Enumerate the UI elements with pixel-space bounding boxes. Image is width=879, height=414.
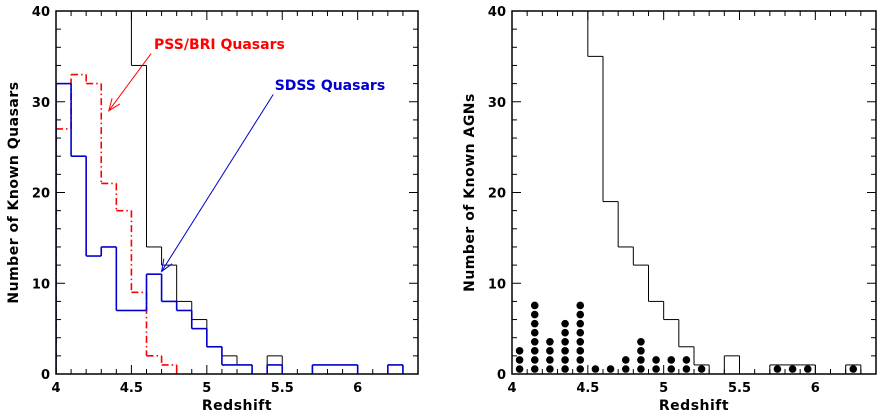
agn-dot bbox=[546, 365, 554, 373]
y-axis-title: Number of Known Quasars bbox=[6, 81, 22, 303]
annotation-arrow-pss bbox=[108, 53, 152, 112]
agn-dot bbox=[546, 337, 554, 346]
agn-dot bbox=[546, 347, 554, 355]
agn-dot bbox=[561, 319, 569, 328]
agn-dot bbox=[576, 310, 585, 319]
agn-dot bbox=[530, 310, 539, 319]
agn-dot bbox=[591, 365, 600, 373]
agn-dot bbox=[637, 347, 645, 355]
y-tick-label: 40 bbox=[32, 5, 50, 20]
agn-dot bbox=[576, 365, 585, 373]
agn-dot bbox=[530, 365, 539, 373]
plot-frame bbox=[511, 10, 877, 375]
x-tick-label: 4 bbox=[507, 381, 516, 396]
agn-dot bbox=[546, 356, 554, 364]
series-group bbox=[512, 11, 862, 374]
agn-dot bbox=[803, 365, 812, 373]
y-tick-label: 40 bbox=[488, 5, 506, 20]
agn-dot bbox=[849, 365, 858, 373]
x-tick-label: 4 bbox=[51, 381, 60, 396]
series-group bbox=[56, 11, 404, 374]
agn-dot bbox=[515, 365, 524, 373]
annotation-arrowhead-pss bbox=[107, 98, 121, 112]
agn-dot bbox=[530, 301, 539, 310]
agn-dot bbox=[530, 337, 539, 346]
agn-dot bbox=[561, 356, 569, 364]
agn-dot bbox=[561, 328, 569, 337]
x-tick-label: 4.5 bbox=[576, 381, 599, 396]
agn-dot bbox=[530, 319, 539, 328]
annotation-arrowhead-sdss bbox=[160, 258, 173, 273]
annotation-arrow-sdss bbox=[161, 94, 274, 272]
y-tick-label: 10 bbox=[488, 277, 506, 292]
agn-dot bbox=[576, 337, 585, 346]
agn-dot bbox=[606, 365, 615, 373]
agn-dot bbox=[637, 365, 645, 373]
agn-dot bbox=[652, 356, 660, 364]
x-axis-title: Redshift bbox=[659, 398, 729, 414]
agn-dot bbox=[561, 365, 569, 373]
agn-dot bbox=[652, 365, 660, 373]
agn-dot bbox=[561, 337, 569, 346]
x-tick-label: 5 bbox=[659, 381, 668, 396]
agn-dot bbox=[576, 347, 585, 355]
x-tick-label: 5 bbox=[202, 381, 211, 396]
agn-dot bbox=[667, 365, 676, 373]
agn-dot bbox=[561, 347, 569, 355]
x-tick-label: 6 bbox=[353, 381, 362, 396]
x-tick-label: 4.5 bbox=[120, 381, 143, 396]
plot-frame bbox=[55, 10, 419, 375]
agn-dot bbox=[530, 347, 539, 355]
agn-dot bbox=[530, 328, 539, 337]
y-tick-label: 0 bbox=[497, 368, 506, 383]
agn-dot bbox=[682, 356, 691, 364]
x-axis-title: Redshift bbox=[202, 398, 272, 414]
agn-dot bbox=[697, 365, 706, 373]
agn-dot bbox=[530, 356, 539, 364]
agn-dot bbox=[576, 356, 585, 364]
agn-dot bbox=[621, 365, 630, 373]
agn-dot bbox=[576, 301, 585, 310]
agn-dot bbox=[637, 337, 645, 346]
y-tick-label: 10 bbox=[32, 277, 50, 292]
agn-dot bbox=[576, 319, 585, 328]
annotation-label-sdss: SDSS Quasars bbox=[275, 78, 385, 94]
agn-dot bbox=[515, 347, 524, 355]
y-tick-label: 30 bbox=[488, 96, 506, 111]
agn-dot bbox=[621, 356, 630, 364]
agn-dot bbox=[667, 356, 676, 364]
annotation-label-pss: PSS/BRI Quasars bbox=[154, 37, 285, 53]
agn-dot bbox=[515, 356, 524, 364]
agn-dot bbox=[788, 365, 797, 373]
agn-dot bbox=[576, 328, 585, 337]
agn-dot bbox=[773, 365, 782, 373]
y-tick-label: 20 bbox=[32, 187, 50, 202]
x-tick-label: 6 bbox=[811, 381, 820, 396]
y-tick-label: 20 bbox=[488, 187, 506, 202]
agn-dot bbox=[637, 356, 645, 364]
x-tick-label: 5.5 bbox=[271, 381, 294, 396]
y-axis-title: Number of Known AGNs bbox=[462, 93, 478, 292]
y-tick-label: 0 bbox=[41, 368, 50, 383]
agn-dot bbox=[682, 365, 691, 373]
x-tick-label: 5.5 bbox=[728, 381, 751, 396]
left-panel: 4 4.5 5 5.5 6 0 10 20 30 40 Redshift Number of Know… bbox=[6, 5, 419, 414]
right-panel: 4 4.5 5 5.5 6 0 10 20 30 40 Redshift Number of Know… bbox=[462, 5, 877, 414]
y-tick-label: 30 bbox=[32, 96, 50, 111]
